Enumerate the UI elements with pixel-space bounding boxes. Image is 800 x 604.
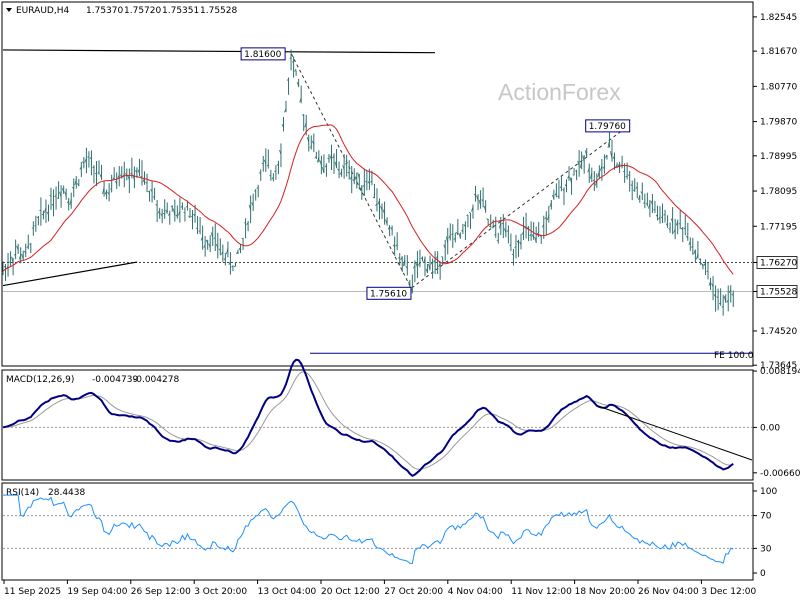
price-y-label: 1.78095 xyxy=(760,187,797,197)
header-high: 1.75720 xyxy=(124,6,161,16)
header-symbol: EURAUD,H4 xyxy=(16,6,69,16)
macd-y-label: 0.008194 xyxy=(760,367,800,377)
price-annotation-label: 1.81600 xyxy=(244,50,281,60)
rsi-y-label: 30 xyxy=(760,544,772,554)
price-bar-open xyxy=(664,215,666,216)
price-y-label: 1.75528 xyxy=(760,288,797,298)
x-axis-label: 26 Nov 04:00 xyxy=(638,587,699,597)
fe-label: FE 100.0 xyxy=(714,351,754,361)
rsi-panel xyxy=(2,483,753,580)
x-axis-label: 3 Oct 20:00 xyxy=(194,587,247,597)
price-bar-open xyxy=(110,189,112,190)
rsi-value: 28.4438 xyxy=(48,488,85,498)
price-annotation-label: 1.79760 xyxy=(589,122,626,132)
price-bar-open xyxy=(684,228,686,229)
macd-y-label: 0.00 xyxy=(760,423,780,433)
x-axis-label: 20 Oct 12:00 xyxy=(321,587,380,597)
macd-panel xyxy=(2,370,753,480)
price-panel xyxy=(2,2,753,366)
price-y-label: 1.79870 xyxy=(760,118,797,128)
price-annotation-label: 1.75610 xyxy=(370,289,407,299)
macd-value-1: -0.004739 xyxy=(92,375,138,385)
x-axis-label: 13 Oct 04:00 xyxy=(258,587,317,597)
macd-title: MACD(12,26,9) xyxy=(6,375,74,385)
header-open: 1.75370 xyxy=(86,6,123,16)
header-low: 1.75351 xyxy=(162,6,199,16)
price-y-label: 1.74520 xyxy=(760,327,797,337)
watermark: ActionForex xyxy=(498,79,621,105)
price-bar-open xyxy=(214,238,216,239)
header-close: 1.75528 xyxy=(200,6,237,16)
x-axis-label: 18 Nov 20:00 xyxy=(575,587,636,597)
x-axis-label: 19 Sep 04:00 xyxy=(67,587,127,597)
price-y-label: 1.76270 xyxy=(760,258,797,268)
price-y-label: 1.82545 xyxy=(760,13,797,23)
price-bar-open xyxy=(199,231,201,232)
x-axis-label: 4 Nov 04:00 xyxy=(448,587,503,597)
rsi-y-label: 0 xyxy=(760,569,766,579)
macd-value-2: -0.004278 xyxy=(133,375,179,385)
x-axis-label: 27 Oct 20:00 xyxy=(384,587,443,597)
price-y-label: 1.80770 xyxy=(760,82,797,92)
price-y-label: 1.78995 xyxy=(760,152,797,162)
price-bar-open xyxy=(9,262,11,263)
macd-y-label: -0.006604 xyxy=(760,469,800,479)
x-axis-label: 11 Sep 2025 xyxy=(4,587,61,597)
rsi-y-label: 70 xyxy=(760,512,772,522)
price-y-label: 1.81670 xyxy=(760,47,797,57)
rsi-y-label: 100 xyxy=(760,487,777,497)
price-y-label: 1.77195 xyxy=(760,222,797,232)
x-axis-label: 11 Nov 12:00 xyxy=(511,587,572,597)
x-axis-label: 26 Sep 12:00 xyxy=(131,587,191,597)
rsi-title: RSI(14) xyxy=(6,488,39,498)
x-axis-label: 3 Dec 12:00 xyxy=(701,587,756,597)
